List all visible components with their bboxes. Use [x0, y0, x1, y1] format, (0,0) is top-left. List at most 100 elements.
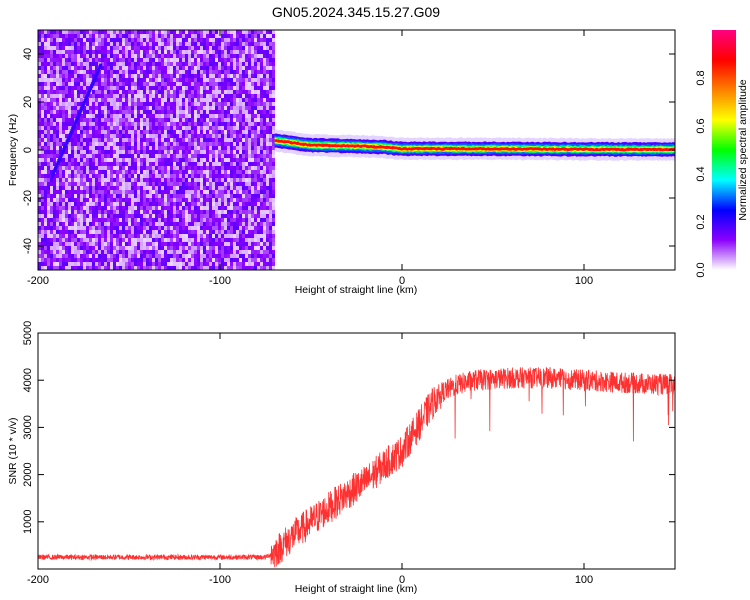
heatmap-cell [167, 238, 170, 242]
heatmap-cell [206, 146, 209, 150]
heatmap-cell [230, 174, 233, 178]
heatmap-cell [215, 194, 218, 198]
heatmap-cell [209, 50, 212, 54]
heatmap-cell [143, 86, 146, 90]
heatmap-cell [233, 234, 236, 238]
heatmap-cell [269, 46, 272, 50]
heatmap-cell [53, 46, 56, 50]
heatmap-cell [107, 210, 110, 214]
heatmap-cell [122, 122, 125, 126]
heatmap-cell [155, 218, 158, 222]
heatmap-cell [188, 82, 191, 86]
heatmap-cell [65, 254, 68, 258]
heatmap-cell [143, 118, 146, 122]
heatmap-cell [92, 134, 95, 138]
heatmap-cell [149, 34, 152, 38]
heatmap-cell [200, 178, 203, 182]
heatmap-cell [68, 70, 71, 74]
heatmap-cell [65, 214, 68, 218]
heatmap-cell [107, 266, 110, 270]
heatmap-cell [65, 234, 68, 238]
heatmap-cell [146, 222, 149, 226]
heatmap-cell [227, 58, 230, 62]
heatmap-cell [146, 106, 149, 110]
heatmap-cell [206, 162, 209, 166]
heatmap-cell [179, 30, 182, 34]
heatmap-cell [155, 62, 158, 66]
heatmap-cell [44, 62, 47, 66]
heatmap-cell [200, 98, 203, 102]
heatmap-cell [266, 230, 269, 234]
heatmap-cell [212, 110, 215, 114]
heatmap-cell [47, 114, 50, 118]
heatmap-cell [245, 94, 248, 98]
heatmap-cell [59, 174, 62, 178]
heatmap-cell [71, 134, 74, 138]
heatmap-cell [131, 58, 134, 62]
heatmap-cell [137, 230, 140, 234]
heatmap-cell [176, 198, 179, 202]
heatmap-cell [185, 42, 188, 46]
heatmap-cell [254, 46, 257, 50]
heatmap-cell [239, 174, 242, 178]
heatmap-cell [149, 138, 152, 142]
heatmap-cell [143, 98, 146, 102]
heatmap-cell [248, 130, 251, 134]
heatmap-cell [86, 98, 89, 102]
heatmap-cell [221, 174, 224, 178]
heatmap-cell [56, 238, 59, 242]
heatmap-cell [65, 58, 68, 62]
heatmap-cell [119, 98, 122, 102]
heatmap-cell [173, 102, 176, 106]
heatmap-cell [104, 134, 107, 138]
heatmap-cell [257, 70, 260, 74]
heatmap-cell [227, 54, 230, 58]
heatmap-cell [173, 190, 176, 194]
heatmap-cell [41, 34, 44, 38]
heatmap-cell [146, 134, 149, 138]
heatmap-cell [101, 142, 104, 146]
heatmap-cell [182, 78, 185, 82]
heatmap-cell [98, 150, 101, 154]
heatmap-cell [257, 182, 260, 186]
heatmap-cell [200, 70, 203, 74]
heatmap-cell [257, 126, 260, 130]
heatmap-cell [113, 262, 116, 266]
heatmap-cell [38, 38, 41, 42]
heatmap-cell [119, 30, 122, 34]
heatmap-cell [152, 54, 155, 58]
heatmap-cell [53, 222, 56, 226]
heatmap-cell [134, 50, 137, 54]
heatmap-cell [131, 74, 134, 78]
heatmap-cell [89, 94, 92, 98]
heatmap-cell [149, 30, 152, 34]
heatmap-cell [260, 102, 263, 106]
heatmap-cell [197, 170, 200, 174]
heatmap-cell [221, 94, 224, 98]
heatmap-cell [65, 74, 68, 78]
heatmap-cell [236, 254, 239, 258]
heatmap-cell [254, 42, 257, 46]
heatmap-cell [242, 66, 245, 70]
heatmap-cell [113, 70, 116, 74]
heatmap-cell [143, 126, 146, 130]
heatmap-cell [260, 138, 263, 142]
heatmap-cell [62, 190, 65, 194]
heatmap-cell [110, 230, 113, 234]
heatmap-cell [209, 126, 212, 130]
heatmap-cell [227, 254, 230, 258]
heatmap-cell [164, 198, 167, 202]
heatmap-cell [197, 138, 200, 142]
heatmap-cell [140, 54, 143, 58]
heatmap-cell [191, 250, 194, 254]
heatmap-cell [173, 126, 176, 130]
heatmap-cell [242, 262, 245, 266]
heatmap-cell [185, 166, 188, 170]
ridge-point [302, 142, 306, 146]
heatmap-cell [44, 210, 47, 214]
heatmap-cell [179, 242, 182, 246]
heatmap-cell [50, 90, 53, 94]
heatmap-cell [155, 210, 158, 214]
heatmap-cell [50, 214, 53, 218]
heatmap-cell [218, 90, 221, 94]
